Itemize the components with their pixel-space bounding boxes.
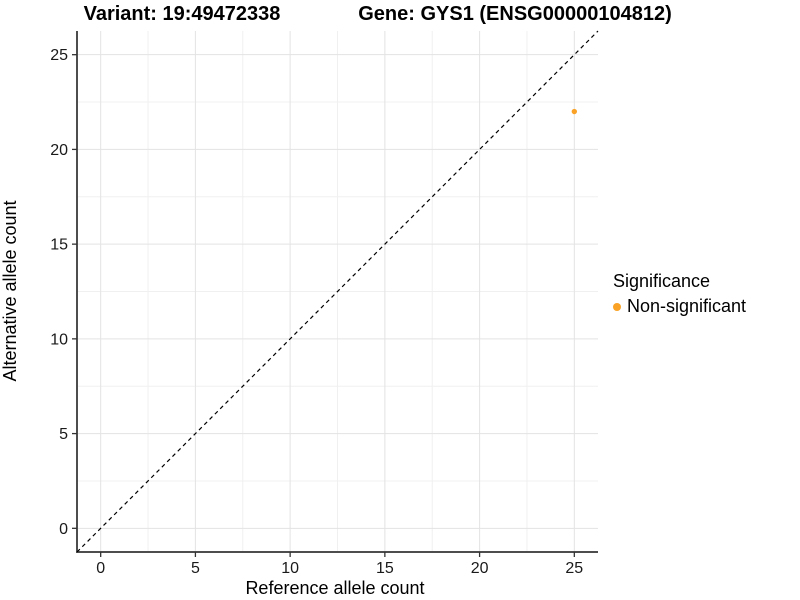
x-tick-label: 0	[96, 560, 105, 577]
x-tick-labels: 0 5 10 15 20 25	[96, 560, 583, 577]
identity-reference-line	[76, 30, 599, 553]
y-tick-label: 25	[50, 47, 68, 64]
legend-entry-label: Non-significant	[627, 296, 747, 316]
scatter-point	[571, 108, 578, 115]
y-tick-label: 15	[50, 237, 68, 254]
y-tick-label: 5	[59, 426, 68, 443]
x-tick-label: 15	[376, 560, 394, 577]
y-axis-title: Alternative allele count	[0, 200, 20, 381]
axis-tick-marks	[72, 54, 575, 557]
legend-title: Significance	[613, 271, 711, 291]
plot-title-gene: Gene: GYS1 (ENSG00000104812)	[358, 3, 672, 25]
legend-entry: Non-significant	[613, 296, 746, 317]
data-points	[571, 108, 578, 115]
plot-title-variant: Variant: 19:49472338	[83, 3, 281, 25]
y-tick-labels: 0 5 10 15 20 25	[50, 47, 68, 538]
major-gridlines	[77, 31, 598, 552]
minor-gridlines	[77, 31, 598, 552]
y-tick-label: 10	[50, 331, 68, 348]
y-tick-label: 20	[50, 142, 68, 159]
legend: Significance Non-significant	[613, 271, 746, 317]
y-tick-label: 0	[59, 521, 68, 538]
x-axis-title: Reference allele count	[245, 578, 424, 598]
legend-marker-circle-icon	[613, 302, 621, 311]
x-tick-label: 20	[471, 560, 489, 577]
x-tick-label: 25	[565, 560, 583, 577]
x-tick-label: 10	[281, 560, 299, 577]
x-tick-label: 5	[191, 560, 200, 577]
